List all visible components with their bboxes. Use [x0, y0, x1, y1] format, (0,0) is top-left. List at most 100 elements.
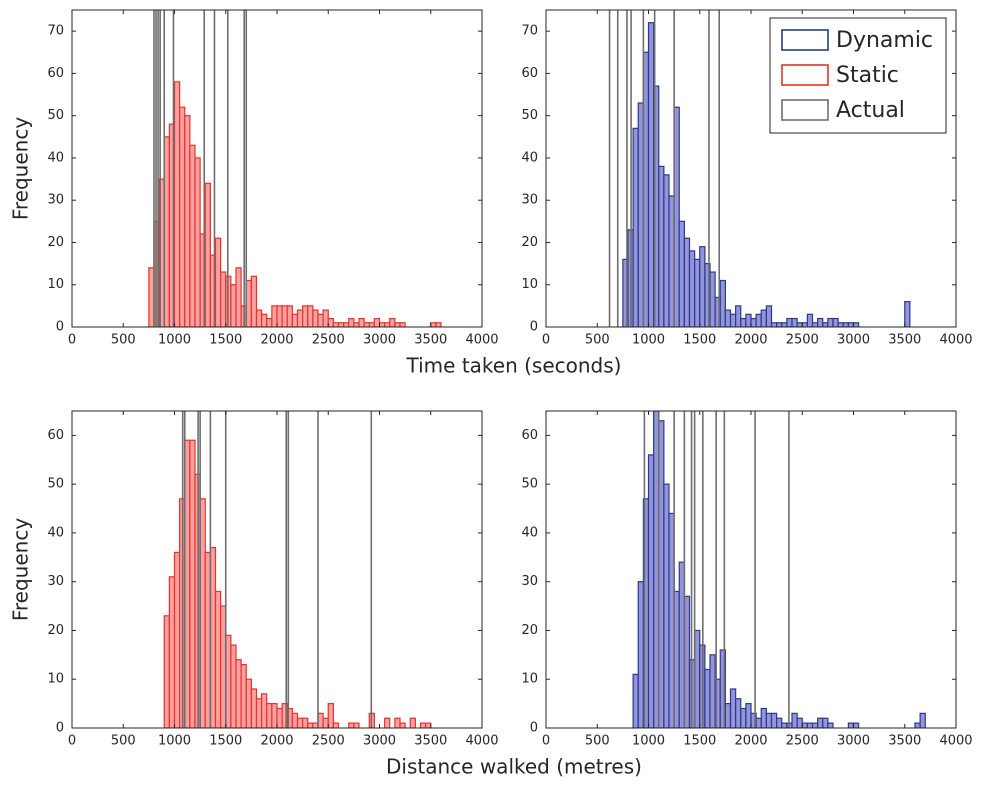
hist-bar	[322, 717, 329, 728]
hist-bar	[343, 322, 350, 327]
hist-bar	[179, 106, 186, 327]
hist-bar	[760, 309, 767, 327]
x-tick-label: 0	[542, 333, 550, 348]
hist-bar	[699, 246, 706, 327]
y-tick-label: 60	[521, 66, 538, 81]
hist-bar	[368, 322, 375, 327]
hist-bar	[914, 722, 921, 728]
hist-bar	[348, 317, 355, 327]
y-tick-label: 20	[47, 235, 64, 250]
hist-bar	[827, 317, 834, 327]
hist-bar	[399, 722, 406, 728]
x-tick-label: 3000	[363, 333, 396, 348]
y-tick-label: 60	[47, 66, 64, 81]
hist-bar	[796, 717, 803, 728]
x-tick-label: 2500	[312, 734, 345, 749]
hist-bar	[214, 590, 222, 728]
y-tick-label: 30	[47, 193, 64, 208]
hist-bar	[425, 722, 432, 728]
hist-bar	[296, 717, 304, 728]
x-tick-label: 3500	[414, 333, 447, 348]
hist-bar	[663, 174, 670, 327]
hist-bar	[235, 267, 242, 327]
hist-bar	[230, 284, 237, 327]
hist-bar	[291, 712, 299, 728]
y-tick-label: 10	[521, 672, 538, 687]
x-tick-label: 500	[111, 333, 136, 348]
hist-bar	[353, 322, 360, 327]
y-tick-label: 50	[521, 477, 538, 492]
x-tick-label: 4000	[465, 734, 498, 749]
hist-bar	[781, 722, 788, 728]
hist-bar	[399, 322, 406, 327]
hist-bar	[791, 712, 798, 728]
x-tick-label: 0	[68, 734, 76, 749]
hist-bar	[240, 663, 247, 728]
y-tick-label: 20	[521, 623, 538, 638]
hist-bar	[740, 707, 747, 728]
x-tick-label: 4000	[939, 734, 972, 749]
hist-bar	[832, 317, 839, 327]
hist-bar	[271, 305, 278, 327]
hist-bar	[806, 722, 814, 728]
hist-bar	[704, 668, 711, 728]
hist-bar	[430, 322, 437, 327]
hist-bar	[801, 322, 808, 327]
hist-bar	[735, 305, 742, 327]
x-tick-label: 1500	[683, 333, 716, 348]
hist-bar	[302, 717, 309, 728]
x-tick-label: 0	[542, 734, 550, 749]
y-tick-label: 0	[530, 320, 538, 335]
hist-bar	[719, 649, 726, 728]
hist-bar	[363, 322, 370, 327]
hist-bar	[694, 258, 701, 327]
hist-bar	[261, 693, 268, 728]
hist-bar	[724, 703, 732, 728]
hist-bar	[796, 322, 803, 327]
x-tick-label: 1000	[632, 333, 665, 348]
hist-bar	[842, 322, 849, 327]
hist-bar	[750, 317, 757, 327]
hist-bar	[312, 309, 319, 327]
hist-bar	[647, 454, 655, 728]
hist-bar	[173, 81, 181, 327]
y-tick-label: 10	[47, 672, 64, 687]
hist-bar	[658, 165, 665, 327]
hist-bar	[384, 322, 391, 327]
y-tick-label: 60	[521, 428, 538, 443]
hist-bar	[729, 688, 737, 728]
hist-bar	[755, 717, 762, 728]
plot-area	[72, 411, 482, 728]
legend-label: Dynamic	[836, 28, 933, 53]
plot-area	[72, 10, 482, 327]
hist-bar	[332, 722, 340, 728]
hist-bar	[378, 322, 386, 327]
hist-bar	[307, 722, 314, 728]
y-tick-label: 50	[47, 108, 64, 123]
y-tick-label: 70	[47, 24, 64, 39]
hist-bar	[189, 144, 196, 327]
hist-bar	[291, 313, 299, 327]
x-tick-label: 3000	[837, 333, 870, 348]
x-tick-label: 4000	[465, 333, 498, 348]
hist-bar	[847, 322, 855, 327]
hist-bar	[261, 313, 268, 327]
hist-bar	[168, 576, 176, 728]
hist-bar	[276, 305, 283, 327]
hist-bar	[394, 322, 401, 327]
hist-bar	[276, 707, 283, 728]
x-tick-label: 2500	[786, 734, 819, 749]
legend-swatch	[781, 64, 829, 86]
hist-bar	[729, 313, 737, 327]
y-tick-label: 40	[521, 525, 538, 540]
x-tick-label: 1500	[209, 333, 242, 348]
hist-bar	[419, 722, 427, 728]
hist-bar	[637, 581, 644, 728]
hist-bar	[358, 317, 365, 327]
x-tick-label: 3000	[837, 734, 870, 749]
x-tick-label: 1500	[683, 734, 716, 749]
hist-bar	[735, 698, 742, 728]
hist-bar	[847, 722, 855, 728]
x-tick-label: 2000	[260, 333, 293, 348]
hist-bar	[302, 305, 309, 327]
